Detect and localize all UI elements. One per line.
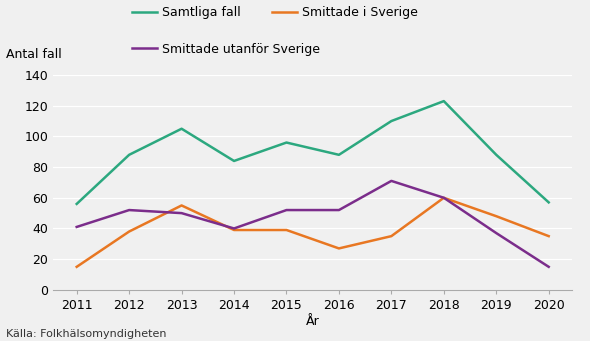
Text: Källa: Folkhälsomyndigheten: Källa: Folkhälsomyndigheten bbox=[6, 329, 166, 339]
Legend: Smittade utanför Sverige: Smittade utanför Sverige bbox=[132, 43, 320, 56]
Text: Antal fall: Antal fall bbox=[6, 48, 61, 61]
X-axis label: År: År bbox=[306, 315, 320, 328]
